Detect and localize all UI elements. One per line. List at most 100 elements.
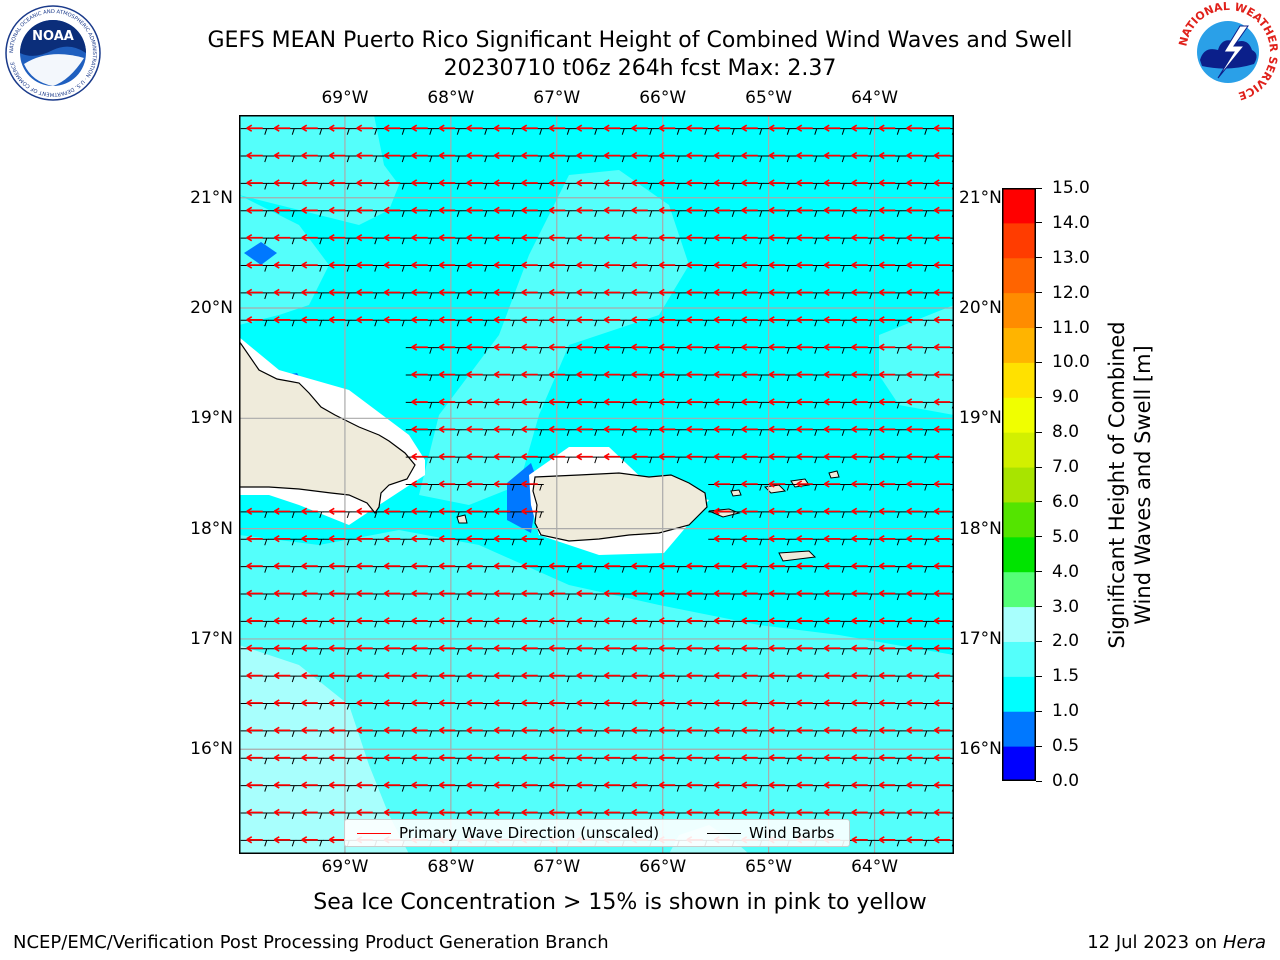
wave-direction-arrow xyxy=(493,425,511,433)
wave-direction-arrow xyxy=(273,535,291,543)
wave-direction-arrow xyxy=(768,398,786,406)
colorbar-tick-label: 0.0 xyxy=(1052,771,1080,791)
wave-direction-arrow xyxy=(301,589,318,598)
wave-direction-arrow xyxy=(466,288,483,297)
wave-direction-arrow xyxy=(823,480,841,488)
colorbar-tick-mark xyxy=(1036,222,1042,224)
colorbar-segment xyxy=(1002,501,1036,538)
wave-direction-arrow xyxy=(686,562,703,570)
wave-direction-arrow xyxy=(383,808,401,817)
wave-direction-arrow xyxy=(796,562,813,570)
wave-direction-arrow xyxy=(466,507,483,516)
wave-direction-arrow xyxy=(576,617,593,625)
wave-direction-arrow xyxy=(356,288,373,297)
wave-direction-arrow xyxy=(906,589,923,598)
wave-direction-arrow xyxy=(878,754,896,762)
wave-direction-arrow xyxy=(906,343,923,351)
wave-direction-arrow xyxy=(851,507,868,516)
wave-direction-arrow xyxy=(328,562,346,570)
wave-direction-arrow xyxy=(823,206,841,214)
wave-direction-arrow xyxy=(851,617,868,625)
wave-direction-arrow xyxy=(906,480,923,488)
wave-direction-arrow xyxy=(438,316,456,324)
wave-direction-arrow xyxy=(521,124,538,132)
wave-direction-arrow xyxy=(878,124,896,132)
wave-direction-arrow xyxy=(796,316,813,324)
lon-label: 64°W xyxy=(851,88,899,108)
colorbar-tick-mark xyxy=(1036,257,1042,259)
wave-direction-arrow xyxy=(576,370,593,379)
lon-label: 66°W xyxy=(639,88,687,108)
wave-direction-arrow xyxy=(933,781,951,789)
colorbar-tick-label: 1.5 xyxy=(1052,666,1080,687)
wave-direction-arrow xyxy=(521,617,538,625)
wave-direction-arrow xyxy=(328,124,346,132)
wave-direction-arrow xyxy=(438,808,456,817)
colorbar-tick-mark xyxy=(1036,606,1042,608)
colorbar-tick-mark xyxy=(1036,675,1042,677)
wave-direction-arrow xyxy=(466,754,483,762)
wave-direction-arrow xyxy=(328,808,346,817)
colorbar-tick-mark xyxy=(1036,571,1042,573)
wave-direction-arrow xyxy=(548,671,566,680)
wave-direction-arrow xyxy=(658,781,676,789)
wave-direction-arrow xyxy=(851,781,868,789)
wave-direction-arrow xyxy=(411,671,428,680)
wave-direction-arrow xyxy=(933,398,951,406)
wave-direction-arrow xyxy=(521,151,538,160)
wave-direction-arrow xyxy=(741,726,758,735)
wave-direction-arrow xyxy=(686,617,703,625)
wave-direction-arrow xyxy=(796,398,813,406)
wave-direction-arrow xyxy=(823,179,841,187)
wave-direction-arrow xyxy=(438,124,456,132)
wave-direction-arrow xyxy=(768,179,786,187)
colorbar-tick-mark xyxy=(1036,745,1042,747)
wave-direction-arrow xyxy=(493,480,511,488)
title-line-2: 20230710 t06z 264h fcst Max: 2.37 xyxy=(443,56,837,81)
wave-direction-arrow xyxy=(493,726,511,735)
wave-direction-arrow xyxy=(796,644,813,652)
noaa-logo: NATIONAL OCEANIC AND ATMOSPHERIC ADMINIS… xyxy=(5,5,101,101)
colorbar-tick-label: 10.0 xyxy=(1052,352,1090,373)
wave-direction-arrow xyxy=(328,644,346,652)
hispaniola-land xyxy=(239,339,416,515)
colorbar-tick-label: 12.0 xyxy=(1052,282,1090,303)
wave-direction-arrow xyxy=(713,452,731,461)
wave-direction-arrow xyxy=(768,535,786,543)
wave-direction-arrow xyxy=(493,452,511,461)
wave-direction-arrow xyxy=(741,644,758,652)
wave-direction-arrow xyxy=(741,562,758,570)
wave-direction-arrow xyxy=(823,781,841,789)
wave-direction-arrow xyxy=(768,507,786,516)
wave-direction-arrow xyxy=(933,124,951,132)
wave-direction-arrow xyxy=(273,699,291,707)
wave-direction-arrow xyxy=(438,617,456,625)
wave-direction-arrow xyxy=(246,507,263,516)
wave-direction-arrow xyxy=(521,726,538,735)
wave-direction-arrow xyxy=(933,699,951,707)
wave-direction-arrow xyxy=(246,124,263,132)
wave-direction-arrow xyxy=(273,836,291,844)
wave-direction-arrow xyxy=(411,425,428,433)
wave-direction-arrow xyxy=(493,754,511,762)
wave-direction-arrow xyxy=(438,589,456,598)
colorbar xyxy=(1002,188,1036,781)
wave-direction-arrow xyxy=(823,507,841,516)
wave-direction-arrow xyxy=(548,261,566,269)
wave-direction-arrow xyxy=(603,452,621,461)
wave-direction-arrow xyxy=(356,151,373,160)
wave-direction-arrow xyxy=(851,370,868,379)
wave-direction-arrow xyxy=(356,124,373,132)
wave-direction-arrow xyxy=(741,507,758,516)
wave-direction-arrow xyxy=(273,808,291,817)
wave-direction-arrow xyxy=(658,124,676,132)
wave-direction-arrow xyxy=(246,836,263,844)
wave-direction-arrow xyxy=(933,233,951,242)
wave-direction-arrow xyxy=(713,316,731,324)
wave-direction-arrow xyxy=(851,754,868,762)
wave-direction-arrow xyxy=(823,589,841,598)
wave-direction-arrow xyxy=(301,836,318,844)
lon-label: 67°W xyxy=(533,857,581,877)
wave-direction-arrow xyxy=(933,370,951,379)
wave-direction-arrow xyxy=(823,233,841,242)
